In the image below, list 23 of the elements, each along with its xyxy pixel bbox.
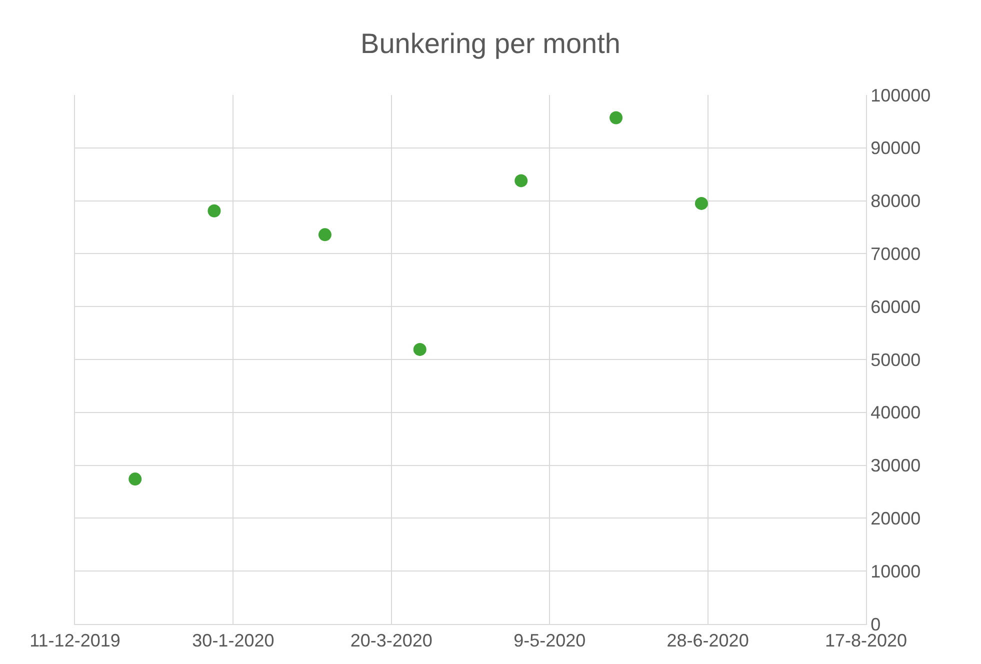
point: [318, 228, 332, 242]
y-tick-label: 90000: [870, 138, 921, 158]
x-tick-label: 9-5-2020: [514, 630, 586, 651]
point: [128, 472, 142, 486]
y-tick-label: 100000: [870, 85, 931, 106]
y-tick-label: 40000: [870, 402, 921, 423]
y-tick-label: 20000: [870, 508, 921, 528]
x-tick-label: 30-1-2020: [192, 630, 274, 651]
chart-title: Bunkering per month: [360, 28, 620, 59]
y-tick-label: 80000: [870, 191, 921, 212]
y-tick-label: 50000: [870, 350, 921, 370]
point: [514, 174, 528, 188]
y-tick-label: 10000: [870, 561, 921, 582]
x-tick-label: 28-6-2020: [666, 630, 749, 651]
point: [694, 196, 708, 210]
x-tick-label: 11-12-2019: [30, 630, 120, 651]
point: [413, 342, 426, 356]
y-tick-label: 70000: [870, 244, 921, 264]
x-tick-label: 20-3-2020: [350, 630, 432, 651]
y-tick-label: 60000: [870, 296, 921, 317]
point: [610, 111, 623, 124]
y-tick-label: 30000: [870, 456, 921, 476]
point: [208, 204, 221, 218]
